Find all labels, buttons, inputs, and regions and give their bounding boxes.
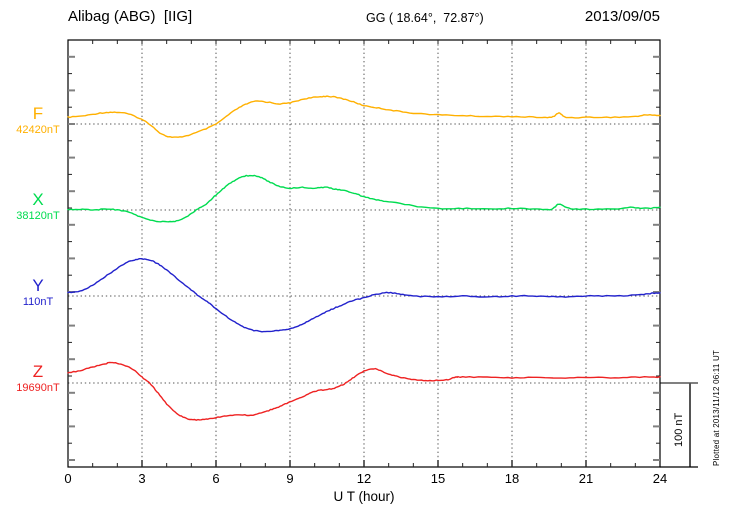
channel-baseline-x: 38120nT bbox=[16, 209, 60, 222]
channel-letter-f: F bbox=[32, 104, 44, 123]
trace-F bbox=[67, 95, 661, 139]
channel-label-x: X 38120nT bbox=[0, 190, 76, 222]
channel-letter-z: Z bbox=[32, 362, 44, 381]
station-title: Alibag (ABG) [IIG] bbox=[68, 8, 193, 25]
channel-label-f: F 42420nT bbox=[0, 104, 76, 136]
x-tick-label: 24 bbox=[652, 471, 668, 486]
channel-label-y: Y 110nT bbox=[0, 276, 76, 308]
scale-bar-label: 100 nT bbox=[673, 412, 685, 447]
channel-baseline-y: 110nT bbox=[22, 295, 54, 308]
x-tick-label: 18 bbox=[504, 471, 520, 486]
plot-date: 2013/09/05 bbox=[584, 8, 660, 25]
x-tick-label: 12 bbox=[356, 471, 372, 486]
plotted-timestamp: Plotted at 2013/11/12 06:11 UT bbox=[712, 349, 721, 466]
trace-Z bbox=[67, 361, 661, 421]
trace-X bbox=[67, 174, 661, 223]
x-tick-label: 3 bbox=[138, 471, 146, 486]
x-tick-label: 6 bbox=[212, 471, 220, 486]
x-axis-label: U T (hour) bbox=[333, 489, 395, 504]
channel-baseline-f: 42420nT bbox=[16, 123, 60, 136]
channel-label-z: Z 19690nT bbox=[0, 362, 76, 394]
x-tick-label: 21 bbox=[578, 471, 594, 486]
x-tick-label: 15 bbox=[430, 471, 446, 486]
geographic-coordinates: GG ( 18.64°, 72.87°) bbox=[366, 11, 484, 25]
x-tick-label: 9 bbox=[286, 471, 294, 486]
channel-letter-y: Y bbox=[32, 276, 44, 295]
x-tick-label: 0 bbox=[64, 471, 72, 486]
trace-Y bbox=[67, 258, 661, 333]
channel-baseline-z: 19690nT bbox=[16, 381, 60, 394]
channel-letter-x: X bbox=[32, 190, 44, 209]
